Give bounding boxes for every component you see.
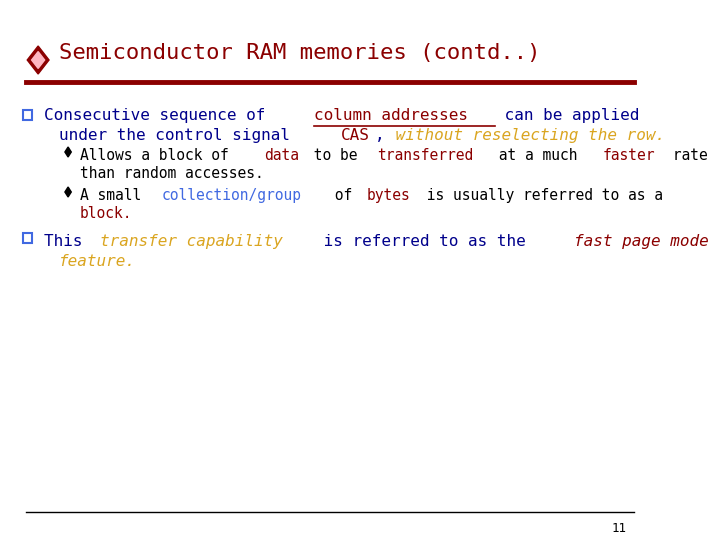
Text: collection/group: collection/group [162,188,302,203]
Text: can be applied: can be applied [495,108,639,123]
Text: transfer capability: transfer capability [100,234,283,249]
Text: data: data [264,148,300,163]
Text: is referred to as the: is referred to as the [314,234,536,249]
Text: fast page mode: fast page mode [574,234,708,249]
Text: Consecutive sequence of: Consecutive sequence of [44,108,274,123]
Text: feature.: feature. [59,254,136,269]
Text: column addresses: column addresses [314,108,468,123]
Text: than random accesses.: than random accesses. [80,166,264,181]
Polygon shape [65,147,71,157]
Text: to be: to be [305,148,366,163]
Text: block.: block. [80,206,132,221]
Text: CAS: CAS [341,128,370,143]
Bar [23,110,32,120]
Text: is usually referred to as a: is usually referred to as a [418,188,663,203]
Text: Semiconductor RAM memories (contd..): Semiconductor RAM memories (contd..) [59,43,541,63]
Polygon shape [65,187,71,197]
Text: bytes: bytes [367,188,410,203]
Text: A small: A small [80,188,150,203]
Text: without reselecting the row.: without reselecting the row. [386,128,665,143]
Text: rate: rate [664,148,708,163]
Text: at a much: at a much [490,148,586,163]
Bar [23,233,32,243]
Polygon shape [27,46,49,74]
Text: This: This [44,234,91,249]
Polygon shape [32,52,45,69]
Text: transferred: transferred [377,148,474,163]
Text: faster: faster [603,148,655,163]
Text: Allows a block of: Allows a block of [80,148,238,163]
Text: 11: 11 [611,522,626,535]
Text: ,: , [374,128,384,143]
Text: of: of [326,188,361,203]
Text: under the control signal: under the control signal [59,128,300,143]
